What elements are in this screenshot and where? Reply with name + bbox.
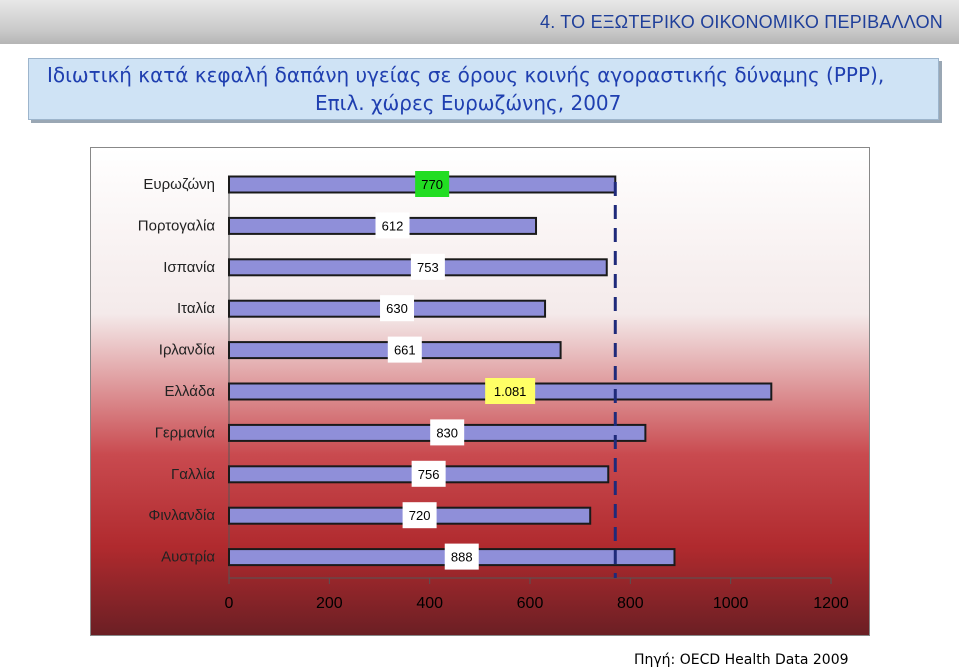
chart-area: 0 200 400 600 800 1000 1200 Ευρωζώνη Πορτογαλία Ι…: [90, 147, 870, 636]
x-tick-label: 400: [416, 595, 443, 612]
section-title: 4. ΤΟ ΕΞΩΤΕΡΙΚΟ ΟΙΚΟΝΟΜΙΚΟ ΠΕΡΙΒΑΛΛΟΝ: [540, 12, 943, 32]
data-label-background: [430, 419, 465, 446]
data-label: 661: [394, 343, 416, 358]
x-tick-label: 800: [617, 595, 644, 612]
data-label-background: [415, 171, 450, 197]
category-label: Αυστρία: [161, 549, 215, 566]
data-label: 753: [417, 260, 439, 275]
x-tick-label: 200: [316, 595, 343, 612]
x-tick-label: 0: [225, 595, 234, 612]
data-label-background: [402, 502, 437, 529]
subtitle-line-1: Ιδιωτική κατά κεφαλή δαπάνη υγείας σε όρ…: [47, 63, 885, 87]
data-label: 630: [386, 301, 408, 316]
x-tick-label: 1000: [713, 595, 749, 612]
subtitle-line-2: Επιλ. χώρες Ευρωζώνης, 2007: [315, 91, 622, 115]
bar-chart: 0 200 400 600 800 1000 1200 Ευρωζώνη Πορτογαλία Ι…: [138, 171, 849, 612]
data-label: 756: [418, 467, 440, 482]
data-label-background: [410, 253, 445, 280]
category-label: Γαλλία: [171, 466, 215, 483]
category-label: Πορτογαλία: [138, 217, 216, 234]
data-label: 720: [409, 508, 431, 523]
chart-subtitle-box: Ιδιωτική κατά κεφαλή δαπάνη υγείας σε όρ…: [28, 58, 939, 120]
data-label-background: [485, 378, 536, 404]
category-label: Ιρλανδία: [159, 342, 216, 359]
source-note: Πηγή: OECD Health Data 2009: [634, 652, 849, 668]
data-label-background: [380, 295, 415, 322]
x-tick-label: 600: [517, 595, 544, 612]
data-label: 888: [451, 550, 473, 565]
category-label: Ελλάδα: [165, 383, 216, 400]
category-label: Ιταλία: [177, 300, 215, 317]
x-tick-label: 1200: [813, 595, 849, 612]
category-label: Φινλανδία: [148, 507, 215, 524]
data-label: 612: [382, 218, 404, 233]
data-label: 770: [421, 177, 443, 192]
category-label: Ισπανία: [163, 259, 215, 276]
category-label: Γερμανία: [155, 424, 216, 441]
category-label: Ευρωζώνη: [143, 176, 215, 193]
header-bar: 4. ΤΟ ΕΞΩΤΕΡΙΚΟ ΟΙΚΟΝΟΜΙΚΟ ΠΕΡΙΒΑΛΛΟΝ: [0, 0, 959, 44]
data-label: 1.081: [494, 384, 527, 399]
data-label-background: [411, 460, 446, 487]
data-label-background: [444, 543, 479, 570]
data-label-background: [375, 212, 410, 239]
data-label-background: [387, 336, 422, 363]
data-label: 830: [436, 425, 458, 440]
